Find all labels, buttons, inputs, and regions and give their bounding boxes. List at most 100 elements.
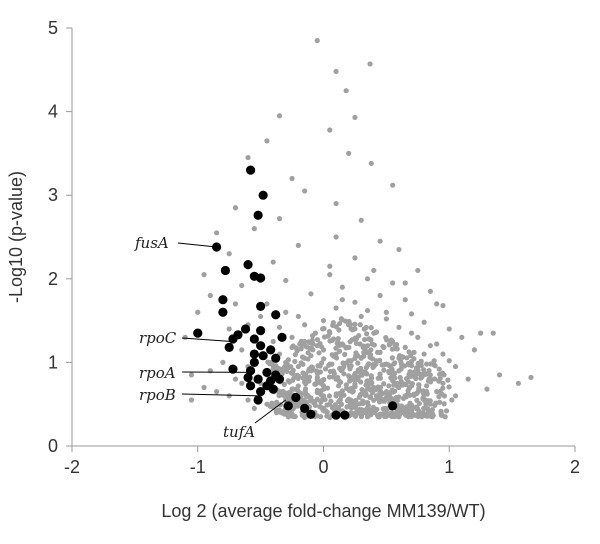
background-point <box>416 382 421 387</box>
background-point <box>403 413 408 418</box>
background-point <box>319 360 324 365</box>
background-point <box>349 405 354 410</box>
background-point <box>359 387 364 392</box>
background-point <box>293 387 298 392</box>
background-point <box>308 291 313 296</box>
background-point <box>324 402 329 407</box>
background-point <box>392 375 397 380</box>
background-point <box>409 331 414 336</box>
background-point <box>201 385 206 390</box>
background-point <box>309 346 314 351</box>
background-point <box>264 138 269 143</box>
y-tick-label: 0 <box>48 436 58 456</box>
highlighted-point <box>256 387 265 396</box>
highlighted-point <box>254 395 263 404</box>
background-point <box>345 398 350 403</box>
background-point <box>396 325 401 330</box>
background-point <box>327 127 332 132</box>
background-point <box>376 396 381 401</box>
highlighted-point <box>225 343 234 352</box>
background-point <box>321 318 326 323</box>
background-point <box>289 335 294 340</box>
background-point <box>245 397 250 402</box>
background-point <box>286 357 291 362</box>
background-point <box>220 360 225 365</box>
background-point <box>396 394 401 399</box>
background-point <box>453 393 458 398</box>
highlighted-point <box>306 410 315 419</box>
background-point <box>358 322 363 327</box>
background-point <box>374 329 379 334</box>
background-point <box>336 336 341 341</box>
background-point <box>321 326 326 331</box>
background-point <box>352 300 357 305</box>
background-point <box>327 374 332 379</box>
background-point <box>291 343 296 348</box>
background-point <box>358 355 363 360</box>
highlighted-point <box>221 266 230 275</box>
background-point <box>239 347 244 352</box>
background-point <box>333 305 338 310</box>
background-point <box>299 360 304 365</box>
background-point <box>354 410 359 415</box>
highlighted-point <box>243 260 252 269</box>
background-point <box>337 349 342 354</box>
background-point <box>312 382 317 387</box>
background-point <box>370 365 375 370</box>
background-point <box>404 405 409 410</box>
background-point <box>344 404 349 409</box>
background-point <box>365 276 370 281</box>
background-point <box>399 403 404 408</box>
background-point <box>377 358 382 363</box>
background-point <box>353 353 358 358</box>
highlighted-point <box>331 410 340 419</box>
background-point <box>348 339 353 344</box>
highlighted-point <box>254 211 263 220</box>
highlighted-point <box>340 410 349 419</box>
background-point <box>310 365 315 370</box>
background-point <box>413 376 418 381</box>
highlighted-point <box>218 308 227 317</box>
background-point <box>275 408 280 413</box>
background-point <box>363 346 368 351</box>
background-point <box>441 372 446 377</box>
background-point <box>303 392 308 397</box>
background-point <box>428 343 433 348</box>
background-point <box>365 308 370 313</box>
background-point <box>368 347 373 352</box>
x-tick-label: 1 <box>444 457 454 477</box>
background-point <box>383 335 388 340</box>
background-point <box>227 251 232 256</box>
background-point <box>371 268 376 273</box>
x-tick-label: -1 <box>190 457 206 477</box>
background-point <box>370 356 375 361</box>
background-point <box>315 337 320 342</box>
background-point <box>227 326 232 331</box>
gene-label-tufa: tufA <box>223 423 255 441</box>
background-point <box>320 382 325 387</box>
background-point <box>269 401 274 406</box>
background-point <box>302 376 307 381</box>
background-point <box>271 259 276 264</box>
background-point <box>380 344 385 349</box>
background-point <box>189 372 194 377</box>
background-point <box>414 391 419 396</box>
background-point <box>201 272 206 277</box>
background-point <box>340 360 345 365</box>
background-point <box>369 161 374 166</box>
highlighted-point <box>291 393 300 402</box>
background-point <box>402 381 407 386</box>
background-point <box>363 393 368 398</box>
background-point <box>472 347 477 352</box>
background-point <box>306 378 311 383</box>
background-point <box>340 317 345 322</box>
background-point <box>383 413 388 418</box>
background-point <box>367 61 372 66</box>
background-point <box>516 381 521 386</box>
background-point <box>314 368 319 373</box>
background-point <box>415 268 420 273</box>
background-point <box>296 243 301 248</box>
background-point <box>376 376 381 381</box>
annotation-leader-line <box>182 394 258 396</box>
